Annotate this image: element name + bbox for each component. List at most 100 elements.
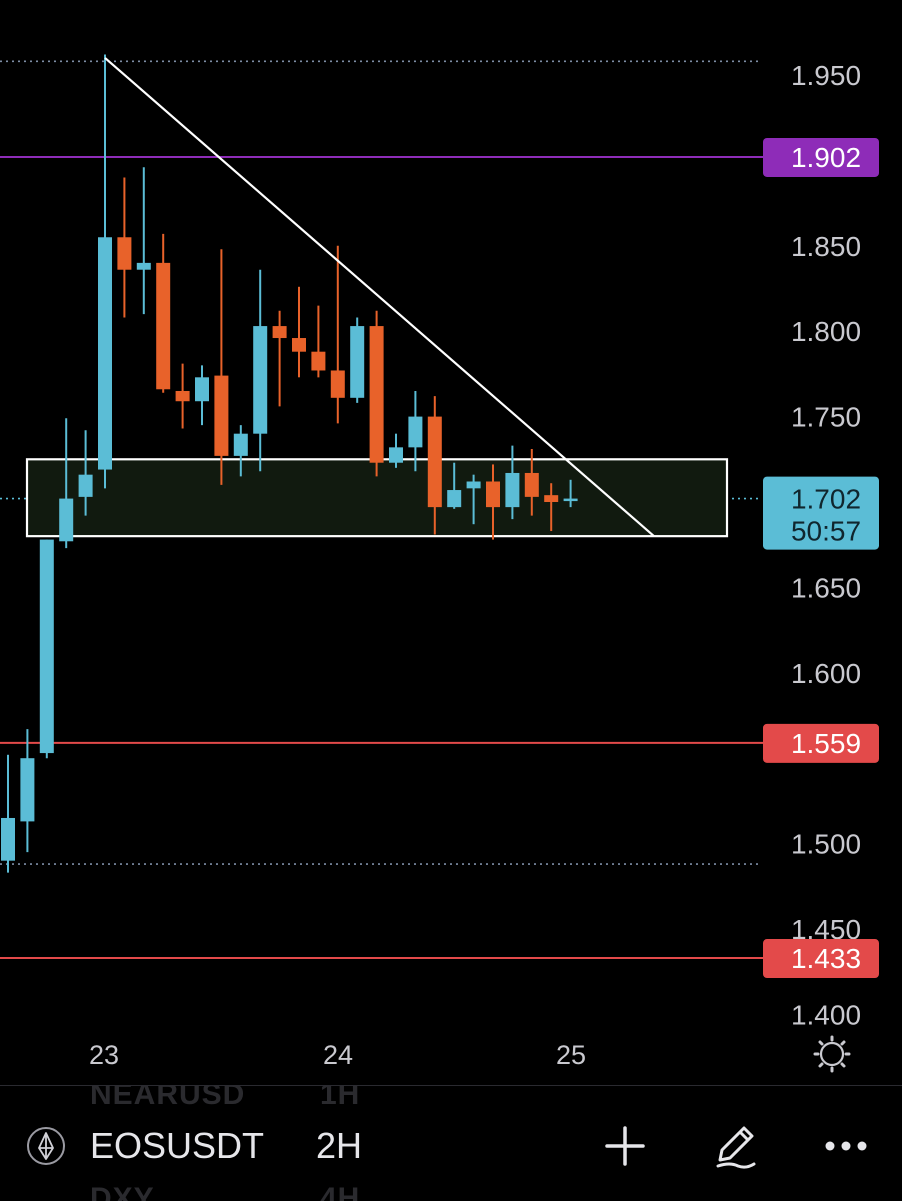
y-axis-label: 1.750 [791,402,861,433]
candle-body [98,237,112,470]
candle [253,269,268,472]
price-tag-bg [763,723,879,763]
eos-logo-icon [27,1127,65,1165]
candle-body [253,326,268,434]
candle-body [350,326,365,398]
candle-body [39,539,54,754]
price-tag-label: 1.902 [791,142,861,173]
candle-body [136,262,151,270]
candle [292,286,306,378]
candle [20,729,35,853]
trendline [104,57,655,537]
candle-body [78,474,93,497]
candle-body [427,416,442,508]
candle [369,310,384,477]
candle [59,418,74,549]
plus-icon[interactable] [601,1122,649,1170]
candle-body [311,351,326,371]
timeframe-selector[interactable]: 2H [316,1125,363,1166]
price-tag-bg [763,137,879,177]
candle [389,433,403,468]
candle-body [195,377,209,402]
candle [408,390,423,472]
candle [350,317,365,403]
candle [505,445,520,520]
ghost-symbol-below: DXY [90,1182,155,1201]
y-axis-label: 1.500 [791,829,861,860]
candle-body [505,472,520,508]
candle-body [524,472,539,497]
candle-body [330,370,345,398]
price-tag-bg [763,939,879,979]
candle-body [59,498,74,542]
price-chart[interactable]: 1.9501.8501.8001.7501.6501.6001.5001.450… [0,0,902,1085]
ghost-symbol-above: NEARUSD [90,1085,246,1111]
candle-body [214,375,229,456]
candle [117,177,132,318]
candle-body [156,262,171,390]
more-dots-icon[interactable] [822,1122,870,1170]
symbol-row: EOSUSDT 2H [0,1118,902,1174]
price-tag: 1.559 [763,723,879,763]
candle-body [117,237,132,270]
candle-body [175,390,190,402]
x-axis-label: 23 [89,1040,119,1070]
price-tag: 1.902 [763,137,879,177]
candle [136,167,151,315]
bottom-toolbar: NEARUSD 1H DXY 4H EOSUSDT 2H [0,1085,902,1201]
current-price-label: 1.702 [791,484,861,515]
y-axis-label: 1.800 [791,316,861,347]
x-axis-label: 24 [323,1040,353,1070]
price-tag-label: 1.559 [791,728,861,759]
y-axis-label: 1.400 [791,999,861,1030]
price-tag: 1.433 [763,939,879,979]
candle [1,754,15,873]
candle [447,462,462,509]
candle-body [408,416,423,448]
y-axis-label: 1.650 [791,572,861,603]
chart-background [0,0,902,1085]
symbol-selector[interactable]: EOSUSDT [90,1125,265,1166]
candle [214,249,229,485]
candle-body [486,481,500,508]
candle [311,305,326,378]
candle [466,474,481,525]
y-axis-label: 1.850 [791,231,861,262]
candle [272,310,287,407]
y-axis-label: 1.600 [791,658,861,689]
candle [486,464,500,540]
countdown-label: 50:57 [791,516,861,547]
candle [78,430,93,516]
candle-body [272,326,287,339]
current-price-tag-bg [763,476,879,550]
settings-gear-icon[interactable] [813,1035,851,1073]
pencil-icon[interactable] [712,1122,760,1170]
price-tag-label: 1.433 [791,943,861,974]
candle-body [389,447,403,463]
candle [156,233,171,393]
candle-body [563,498,578,502]
candle-body [466,481,481,489]
candle-body [292,338,306,352]
ghost-timeframe-below: 4H [320,1182,361,1201]
y-axis-label: 1.950 [791,60,861,91]
candle [563,479,578,508]
candle [427,396,442,535]
candle [233,425,248,477]
candle-body [20,758,35,822]
candle [330,245,345,424]
candle-body [447,490,462,508]
candle [39,539,54,759]
x-axis-label: 25 [556,1040,586,1070]
candle [195,365,209,426]
candle-body [544,495,559,502]
ghost-timeframe-above: 1H [320,1085,361,1111]
candle-body [1,817,15,861]
candle-body [369,326,384,463]
candle [175,363,190,429]
candle [544,483,559,532]
candle-body [233,433,248,456]
candle [98,54,112,489]
candle [524,449,539,516]
